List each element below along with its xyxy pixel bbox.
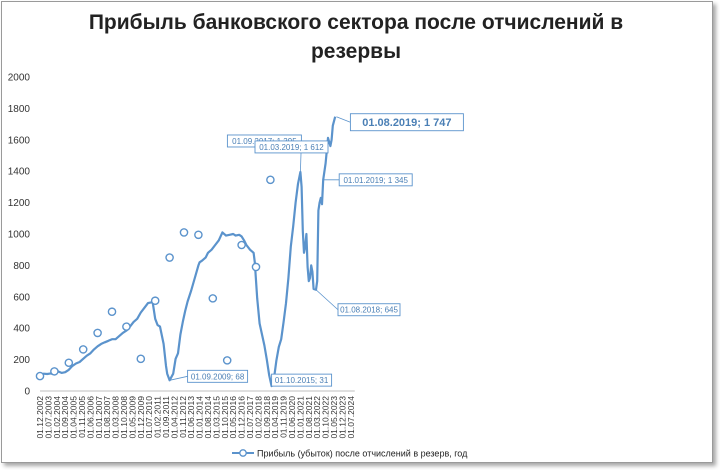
x-tick-label: 01.10.2022 [321,396,331,439]
data-point-marker [179,228,189,237]
callout-label: 01.01.2019; 1 345 [343,176,408,185]
callout-label: 01.08.2018; 645 [340,306,398,315]
x-tick-label: 01.06.2006 [85,396,95,439]
callout-leader [169,375,188,381]
x-tick-label: 01.09.2004 [60,396,70,439]
x-tick-label: 01.06.2013 [186,396,196,439]
x-tick-label: 01.07.2024 [346,396,356,439]
x-tick-label: 01.01.2007 [94,396,104,439]
y-tick-label: 400 [13,324,30,335]
series-line [39,116,337,388]
y-tick-label: 800 [13,261,30,272]
callout-box [338,173,413,187]
x-tick-label: 01.12.2009 [136,396,146,439]
callout-label: 01.10.2015; 31 [275,376,329,385]
x-tick-label: 01.11.2012 [178,396,188,438]
x-tick-label: 01.02.2004 [52,396,62,439]
callout-label: 01.09.2009; 68 [191,372,245,381]
y-tick-label: 1200 [8,198,31,209]
x-tick-label: 01.08.2021 [304,396,314,439]
x-tick-label: 01.08.2007 [102,396,112,439]
x-tick-label: 01.01.2021 [295,396,305,439]
x-tick-label: 01.06.2020 [287,396,297,439]
x-tick-label: 01.12.2023 [337,396,347,439]
x-tick-label: 01.07.2003 [43,396,53,439]
data-point-marker [237,240,246,250]
data-point-marker [122,322,131,331]
x-tick-label: 01.09.2011 [161,396,171,438]
callout-box [337,303,401,317]
x-tick-label: 01.02.2018 [253,396,263,439]
data-point-marker [64,358,74,368]
y-tick-label: 1600 [8,135,31,146]
x-tick-label: 01.03.2022 [312,396,322,439]
x-tick-label: 01.12.2016 [237,396,247,439]
y-tick-label: 2000 [8,73,31,84]
data-point-marker [194,230,203,240]
x-tick-label: 01.12.2002 [35,396,45,439]
data-point-marker [50,367,59,376]
data-point-marker [136,354,146,364]
legend-marker [239,449,247,457]
x-tick-label: 01.05.2016 [228,396,238,439]
x-tick-label: 01.01.2014 [195,396,205,439]
data-point-marker [93,328,102,338]
legend-label: Прибыль (убыток) после отчислений в резе… [257,449,468,459]
callout-box [271,373,333,387]
y-tick-label: 1400 [8,167,31,178]
x-tick-label: 01.05.2023 [329,396,339,439]
callout-label: 01.08.2019; 1 747 [362,117,451,129]
chart-title-line1: Прибыль банковского сектора после отчисл… [88,11,624,34]
data-point-marker [150,296,160,306]
x-tick-label: 01.05.2009 [127,396,137,439]
data-point-marker [107,307,117,317]
y-tick-label: 1800 [8,104,31,115]
x-tick-label: 01.03.2008 [111,396,121,439]
y-tick-label: 600 [13,292,30,303]
x-tick-label: 01.04.2012 [169,396,179,439]
x-tick-label: 01.04.2005 [69,396,79,439]
data-point-marker [251,262,261,272]
chart-title: Прибыль банковского сектора после отчисл… [0,8,712,66]
x-tick-label: 01.10.2008 [119,396,129,439]
data-point-marker [222,356,232,365]
x-tick-label: 01.07.2017 [245,396,255,439]
x-tick-label: 01.11.2019 [279,396,289,438]
x-tick-label: 01.09.2018 [262,396,272,439]
callout-box [349,113,464,132]
data-point-marker [165,253,174,262]
chart-frame [1,1,713,463]
data-point-marker [35,371,45,381]
x-tick-label: 01.07.2010 [144,396,154,439]
x-tick-label: 01.10.2015 [220,396,230,439]
callout-label: 01.03.2019; 1 612 [259,143,324,152]
data-point-marker [78,345,88,354]
data-point-marker [266,175,275,185]
y-tick-label: 0 [24,387,30,398]
x-tick-label: 01.04.2019 [270,396,280,439]
x-tick-label: 01.11.2005 [77,396,87,438]
chart-title-line2: резервы [310,40,402,63]
callout-box [254,140,329,154]
data-point-marker [208,294,218,303]
x-tick-label: 01.03.2015 [211,396,221,439]
x-tick-label: 01.02.2011 [153,396,163,438]
x-tick-label: 01.08.2014 [203,396,213,439]
callout-box [187,369,249,383]
y-tick-label: 200 [13,355,30,366]
y-tick-label: 1000 [8,230,31,241]
callout-leader [336,116,351,123]
callout-leader [315,289,339,311]
